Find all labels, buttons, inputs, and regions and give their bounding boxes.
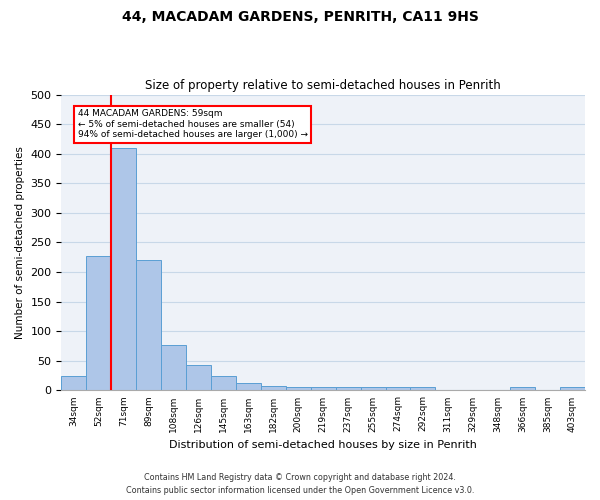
Text: 44, MACADAM GARDENS, PENRITH, CA11 9HS: 44, MACADAM GARDENS, PENRITH, CA11 9HS (122, 10, 478, 24)
X-axis label: Distribution of semi-detached houses by size in Penrith: Distribution of semi-detached houses by … (169, 440, 477, 450)
Bar (111, 148, 136, 390)
Text: Contains HM Land Registry data © Crown copyright and database right 2024.
Contai: Contains HM Land Registry data © Crown c… (126, 474, 474, 495)
Bar (261, 386, 286, 390)
Bar (86, 256, 111, 390)
Bar (510, 388, 535, 390)
Bar (410, 388, 436, 390)
Bar (161, 346, 186, 391)
Bar (560, 388, 585, 390)
Bar (186, 365, 211, 390)
Bar (286, 387, 311, 390)
Bar (236, 384, 261, 390)
Bar (386, 388, 410, 390)
Title: Size of property relative to semi-detached houses in Penrith: Size of property relative to semi-detach… (145, 79, 501, 92)
Bar (136, 260, 161, 390)
Y-axis label: Number of semi-detached properties: Number of semi-detached properties (15, 146, 25, 339)
Bar (335, 388, 361, 390)
Bar (61, 376, 86, 390)
Bar (311, 387, 335, 390)
Text: 44 MACADAM GARDENS: 59sqm
← 5% of semi-detached houses are smaller (54)
94% of s: 44 MACADAM GARDENS: 59sqm ← 5% of semi-d… (77, 110, 308, 139)
Bar (211, 376, 236, 390)
Bar (361, 388, 386, 390)
